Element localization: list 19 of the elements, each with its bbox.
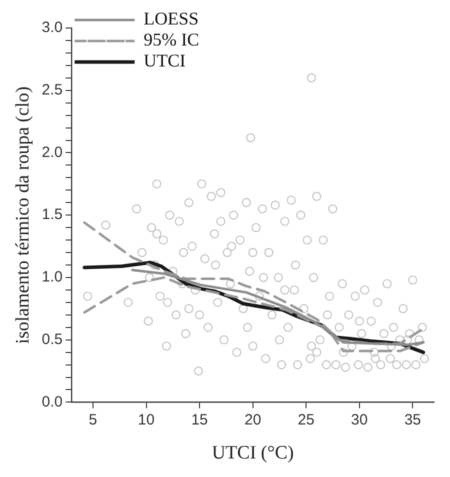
legend-label: UTCI [144,50,186,71]
legend-label: 95% IC [144,30,200,50]
x-tick-label: 10 [138,411,155,428]
y-axis-title: isolamento térmico da roupa (clo) [12,86,34,344]
x-tick-label: 5 [88,411,98,428]
x-axis-title: UTCI (°C) [212,442,294,464]
x-tick-label: 20 [244,411,262,428]
x-tick-label: 15 [191,411,208,428]
x-tick-label: 35 [404,411,422,428]
y-tick-label: 0.0 [42,393,63,410]
legend-label: LOESS [144,8,199,29]
y-tick-label: 2.5 [42,82,63,99]
y-tick-label: 1.5 [42,206,63,224]
y-tick-label: 2.0 [42,144,63,161]
x-tick-label: 30 [351,411,368,428]
y-tick-label: 3.0 [42,19,63,36]
y-tick-label: 1.0 [42,268,63,286]
y-tick-label: 0.5 [42,330,63,348]
x-tick-label: 25 [298,411,314,428]
